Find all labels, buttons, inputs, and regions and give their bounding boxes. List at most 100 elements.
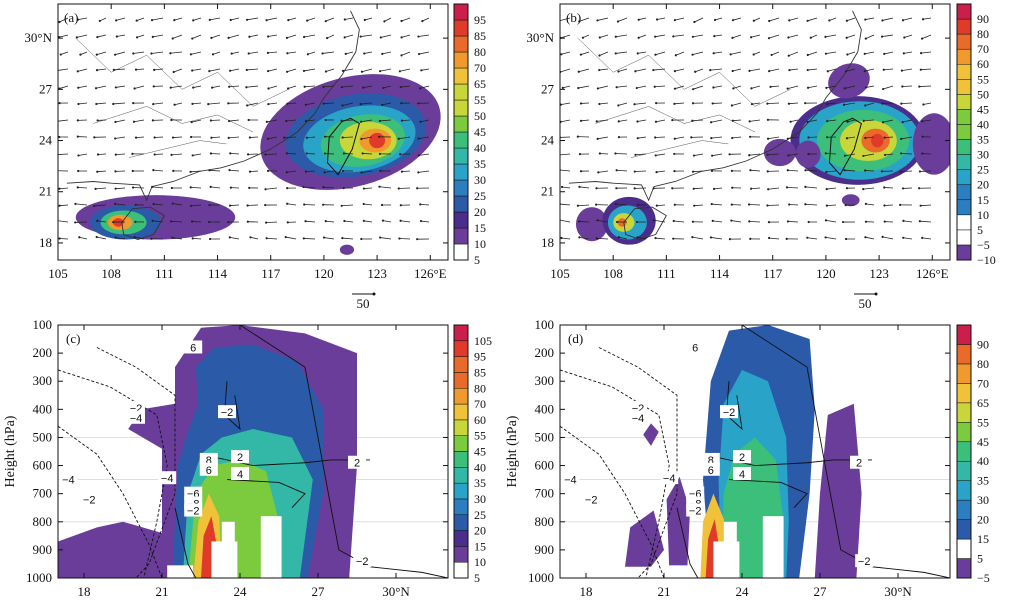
- contour-label: −4: [62, 475, 75, 487]
- wind-vector-head: [114, 187, 117, 190]
- wind-vector: [732, 68, 742, 72]
- wind-vector-head: [228, 119, 231, 123]
- wind-vector: [307, 17, 316, 21]
- wind-vector: [323, 85, 335, 88]
- wind-vector-head: [882, 87, 885, 91]
- rainfall-fill: [339, 244, 355, 255]
- rainfall-fill: [912, 113, 950, 175]
- colorbar-swatch: [956, 109, 972, 125]
- colorbar-label: 65: [474, 77, 486, 91]
- wind-vector: [616, 169, 628, 172]
- wind-vector-head: [862, 154, 865, 158]
- colorbar-swatch: [956, 229, 972, 246]
- wind-vector: [77, 17, 88, 20]
- wind-vector-head: [115, 35, 118, 38]
- wind-vector-head: [731, 186, 734, 189]
- contour-label-bg: [660, 471, 679, 485]
- wind-vector: [770, 85, 780, 88]
- wind-vector-head: [150, 52, 153, 55]
- wind-vector: [919, 85, 932, 87]
- wind-vector-head: [152, 103, 155, 106]
- wind-vector-head: [400, 102, 403, 105]
- wind-vector: [919, 220, 932, 223]
- contour-label-bg: [127, 400, 145, 414]
- wind-vector-head: [362, 187, 365, 190]
- wind-vector-head: [114, 236, 117, 239]
- wind-vector-head: [302, 69, 306, 73]
- wind-vector-head: [843, 154, 847, 157]
- wind-vector-head: [655, 171, 658, 174]
- wind-vector: [825, 51, 837, 55]
- wind-vector: [616, 85, 628, 88]
- colorbar-label: 20: [474, 205, 486, 219]
- wind-vector: [637, 136, 647, 139]
- wind-vector: [303, 238, 316, 240]
- wind-vector-head: [378, 185, 381, 188]
- wind-vector: [288, 17, 297, 21]
- colorbar-label: 70: [474, 61, 486, 75]
- wind-vector-head: [152, 202, 155, 206]
- colorbar-label: 95: [474, 350, 486, 364]
- wind-vector-head: [636, 52, 639, 55]
- reference-vector-label: 50: [859, 296, 872, 311]
- wind-vector-head: [883, 136, 886, 139]
- wind-vector-head: [285, 152, 288, 155]
- y-tick-label: 18: [39, 235, 52, 250]
- wind-vector-head: [192, 19, 195, 22]
- wind-vector-head: [766, 137, 770, 140]
- wind-vector-head: [785, 237, 788, 241]
- wind-vector-head: [77, 86, 80, 89]
- wind-vector-head: [134, 68, 138, 71]
- wind-vector-head: [864, 136, 867, 140]
- colorbar-swatch: [453, 340, 469, 357]
- contour-line: [676, 507, 699, 578]
- wind-vector-head: [617, 104, 620, 107]
- wind-vector-head: [843, 87, 846, 90]
- wind-vector: [287, 85, 297, 89]
- wind-vector-head: [96, 219, 99, 223]
- wind-vector: [826, 170, 837, 173]
- panel-b-label: (b): [566, 10, 581, 25]
- contour-label: 4: [739, 469, 745, 481]
- wind-vector-head: [78, 236, 81, 239]
- wind-vector-head: [248, 170, 252, 173]
- wind-vector-head: [578, 236, 581, 239]
- wind-vector: [695, 68, 704, 73]
- wind-vector-head: [826, 120, 829, 123]
- wind-vector-head: [419, 203, 422, 206]
- wind-vector-head: [95, 53, 98, 56]
- wind-vector: [655, 136, 666, 138]
- wind-vector-head: [247, 52, 250, 55]
- wind-vector-head: [579, 53, 583, 56]
- x-tick-label: 30°N: [382, 584, 410, 599]
- wind-vector: [920, 204, 932, 207]
- wind-vector-head: [286, 202, 289, 205]
- wind-vector-head: [824, 236, 827, 239]
- wind-vector-head: [58, 20, 61, 24]
- wind-vector: [675, 51, 685, 56]
- wind-vector-head: [880, 170, 884, 173]
- wind-vector-head: [750, 102, 754, 106]
- wind-vector-head: [806, 86, 810, 89]
- wind-vector-head: [881, 121, 885, 124]
- wind-vector-head: [284, 235, 287, 239]
- wind-vector-head: [918, 220, 921, 223]
- wind-vector-head: [825, 204, 828, 207]
- wind-vector-head: [114, 137, 117, 140]
- wind-vector-head: [730, 169, 734, 172]
- wind-vector: [807, 85, 818, 89]
- wind-vector-head: [615, 86, 618, 89]
- wind-vector-head: [672, 237, 675, 240]
- contour-label-bg: [127, 410, 145, 424]
- wind-vector: [599, 153, 609, 155]
- wind-vector-head: [862, 119, 865, 122]
- wind-vector: [151, 51, 164, 54]
- wind-vector: [136, 17, 145, 21]
- wind-vector: [637, 236, 647, 240]
- wind-vector-head: [767, 37, 771, 40]
- wind-vector: [341, 119, 354, 122]
- contour-line: [728, 479, 808, 509]
- colorbar-frame: [453, 324, 469, 579]
- wind-vector-head: [845, 36, 848, 39]
- colorbar-swatch: [453, 530, 469, 547]
